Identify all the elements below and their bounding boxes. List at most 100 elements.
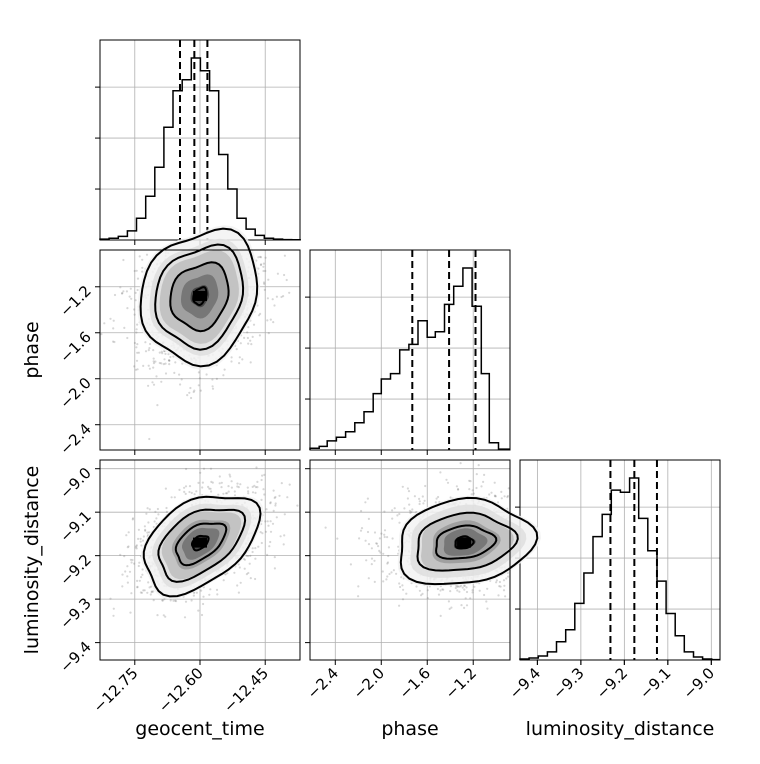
sample-point xyxy=(245,573,248,576)
sample-point xyxy=(215,588,219,592)
sample-point xyxy=(149,593,152,596)
sample-point xyxy=(123,326,126,329)
sample-point xyxy=(269,520,272,523)
sample-point xyxy=(112,327,115,330)
sample-point xyxy=(264,256,267,259)
sample-point xyxy=(197,384,200,387)
sample-point xyxy=(506,494,509,498)
sample-point xyxy=(483,593,486,597)
sample-point xyxy=(263,282,266,285)
sample-point xyxy=(259,312,262,315)
sample-point xyxy=(407,490,411,493)
sample-point xyxy=(468,488,471,491)
sample-point xyxy=(267,278,270,281)
sample-point xyxy=(138,579,141,582)
sample-point xyxy=(358,537,361,540)
sample-point xyxy=(127,531,130,534)
sample-point xyxy=(164,372,168,375)
sample-point xyxy=(437,593,441,596)
sample-point xyxy=(152,357,155,360)
sample-point xyxy=(209,487,212,490)
sample-point xyxy=(274,502,277,505)
sample-point xyxy=(251,485,254,488)
sample-point xyxy=(184,600,188,603)
sample-point xyxy=(398,582,401,585)
sample-point xyxy=(137,528,140,531)
sample-point xyxy=(197,371,200,374)
sample-point xyxy=(367,517,370,521)
sample-point xyxy=(486,607,489,610)
sample-point xyxy=(415,585,418,588)
sample-point xyxy=(131,518,134,521)
sample-point xyxy=(218,475,221,478)
sample-point xyxy=(245,554,248,558)
sample-point xyxy=(135,547,138,550)
sample-point xyxy=(147,581,150,584)
sample-point xyxy=(259,256,263,259)
sample-point xyxy=(157,513,160,516)
sample-point xyxy=(140,591,144,594)
sample-point xyxy=(129,558,132,561)
sample-point xyxy=(134,368,138,371)
sample-point xyxy=(367,543,371,546)
xaxis-phase-tick-label-0: −2.4 xyxy=(304,664,342,702)
joint-0-contour-1 xyxy=(154,243,245,351)
joint-0-peak-marker xyxy=(193,290,207,301)
sample-point xyxy=(230,480,233,483)
sample-point xyxy=(275,516,278,519)
sample-point xyxy=(288,483,291,486)
sample-point xyxy=(186,394,189,397)
sample-point xyxy=(122,290,125,293)
sample-point xyxy=(133,313,136,316)
sample-point xyxy=(391,517,394,520)
sample-point xyxy=(125,290,128,293)
sample-point xyxy=(100,333,103,336)
sample-point xyxy=(141,568,144,571)
sample-point xyxy=(460,604,463,607)
sample-point xyxy=(126,581,129,584)
sample-point xyxy=(262,269,265,273)
yaxis-phase-label: phase xyxy=(21,321,43,378)
sample-point xyxy=(401,584,404,587)
sample-point xyxy=(144,528,147,531)
sample-point xyxy=(239,483,242,486)
sample-point xyxy=(272,509,275,512)
sample-point xyxy=(442,588,445,591)
sample-point xyxy=(437,495,440,499)
sample-point xyxy=(237,486,240,489)
sample-point xyxy=(463,584,466,587)
sample-point xyxy=(133,308,136,311)
sample-point xyxy=(475,473,478,476)
sample-point xyxy=(246,486,249,489)
sample-point xyxy=(262,262,265,265)
sample-point xyxy=(257,314,261,317)
sample-point xyxy=(254,491,257,494)
sample-point xyxy=(283,273,286,277)
sample-point xyxy=(133,341,136,345)
sample-point xyxy=(260,478,263,482)
sample-point xyxy=(202,595,205,598)
xaxis-luminosity_distance-tick-label-3: −9.1 xyxy=(636,664,674,702)
sample-point xyxy=(386,575,389,578)
sample-point xyxy=(192,390,195,394)
sample-point xyxy=(162,614,165,617)
sample-point xyxy=(136,343,139,346)
sample-point xyxy=(165,510,168,513)
hist-phase-frame xyxy=(309,249,511,451)
sample-point xyxy=(475,486,478,490)
sample-point xyxy=(247,492,250,495)
xaxis-phase-label: phase xyxy=(381,718,438,740)
yaxis-phase-tick-label-1: −2.0 xyxy=(56,374,94,412)
sample-point xyxy=(211,378,214,381)
sample-point xyxy=(378,537,381,540)
sample-point xyxy=(188,391,191,394)
sample-point xyxy=(493,481,496,484)
sample-point xyxy=(251,547,254,550)
sample-point xyxy=(163,598,166,601)
sample-point xyxy=(246,336,249,340)
sample-point xyxy=(357,595,360,598)
sample-point xyxy=(207,485,210,488)
sample-point xyxy=(147,349,150,352)
sample-point xyxy=(463,584,466,587)
sample-point xyxy=(283,254,286,257)
